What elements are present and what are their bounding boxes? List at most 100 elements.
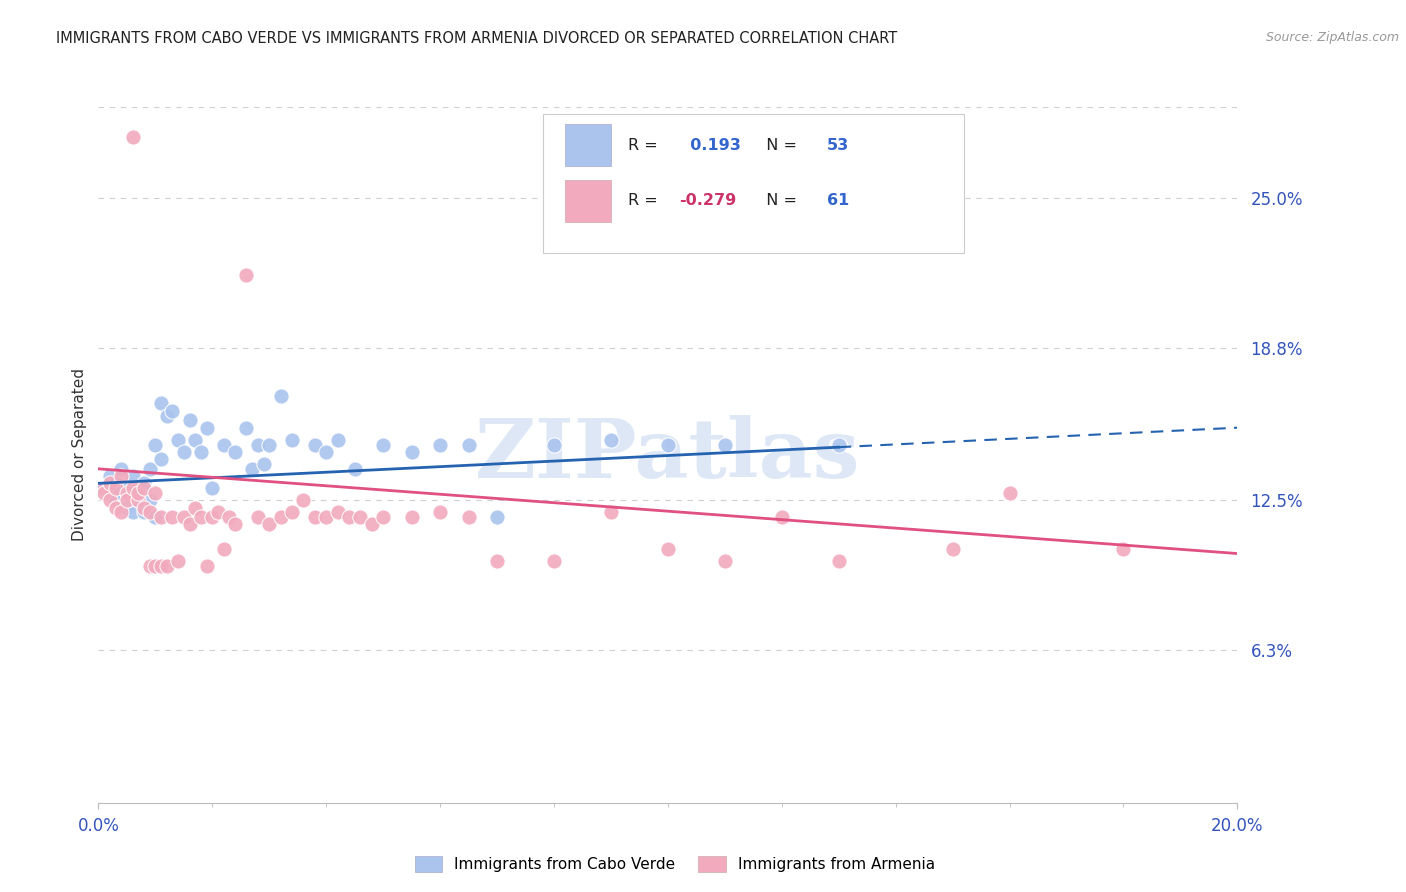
Point xyxy=(132,500,155,515)
Text: 61: 61 xyxy=(827,194,849,209)
Point xyxy=(218,510,240,524)
Point xyxy=(281,505,304,519)
Text: R =: R = xyxy=(628,194,662,209)
Point xyxy=(138,505,160,519)
Point xyxy=(145,486,167,500)
Text: 53: 53 xyxy=(827,137,849,153)
Point xyxy=(115,486,138,500)
Point xyxy=(281,433,304,447)
Point xyxy=(121,481,143,495)
Point xyxy=(714,437,737,451)
Point xyxy=(270,510,292,524)
Point xyxy=(360,517,382,532)
Point xyxy=(132,481,155,495)
Point xyxy=(98,469,121,483)
Legend: Immigrants from Cabo Verde, Immigrants from Armenia: Immigrants from Cabo Verde, Immigrants f… xyxy=(406,848,943,880)
Point xyxy=(145,558,167,573)
Text: N =: N = xyxy=(755,137,801,153)
Point xyxy=(942,541,965,556)
Point xyxy=(326,505,349,519)
Point xyxy=(235,420,257,434)
Point xyxy=(292,493,315,508)
Point xyxy=(93,486,115,500)
FancyBboxPatch shape xyxy=(543,114,965,253)
Point xyxy=(93,481,115,495)
Point xyxy=(150,510,173,524)
Point xyxy=(156,409,179,423)
Point xyxy=(337,510,360,524)
Point xyxy=(304,437,326,451)
Point xyxy=(127,493,149,508)
Point xyxy=(121,469,143,483)
Point xyxy=(828,554,851,568)
Point xyxy=(195,420,218,434)
Point xyxy=(104,476,127,491)
Point xyxy=(373,437,395,451)
Point xyxy=(104,481,127,495)
Point xyxy=(235,268,257,283)
Point xyxy=(150,558,173,573)
Point xyxy=(179,413,201,427)
Point xyxy=(246,510,269,524)
Point xyxy=(132,505,155,519)
Point xyxy=(207,505,229,519)
Point xyxy=(486,510,509,524)
Point xyxy=(173,510,195,524)
Point xyxy=(115,500,138,515)
Point xyxy=(115,481,138,495)
Point xyxy=(138,462,160,476)
Text: Source: ZipAtlas.com: Source: ZipAtlas.com xyxy=(1265,31,1399,45)
Point xyxy=(98,476,121,491)
Text: R =: R = xyxy=(628,137,662,153)
Point xyxy=(173,445,195,459)
Point xyxy=(110,462,132,476)
Point xyxy=(457,437,479,451)
Point xyxy=(184,433,207,447)
Point xyxy=(179,517,201,532)
Point xyxy=(201,510,224,524)
Point xyxy=(184,500,207,515)
Point xyxy=(93,481,115,495)
Point xyxy=(138,493,160,508)
Point xyxy=(770,510,793,524)
Point xyxy=(543,437,565,451)
Point xyxy=(224,445,246,459)
Point xyxy=(156,558,179,573)
Point xyxy=(304,510,326,524)
Point xyxy=(121,130,143,145)
Point xyxy=(127,481,149,495)
Point xyxy=(121,505,143,519)
Point xyxy=(401,510,423,524)
Point xyxy=(127,486,149,500)
Point xyxy=(150,452,173,467)
Point xyxy=(138,558,160,573)
Point xyxy=(657,541,679,556)
Point xyxy=(326,433,349,447)
Point xyxy=(343,462,366,476)
Text: -0.279: -0.279 xyxy=(679,194,737,209)
Point xyxy=(195,558,218,573)
Point xyxy=(110,469,132,483)
Point xyxy=(167,433,190,447)
Point xyxy=(190,445,212,459)
Point xyxy=(162,510,184,524)
Point xyxy=(104,493,127,508)
Point xyxy=(1112,541,1135,556)
Point xyxy=(259,517,281,532)
Point xyxy=(998,486,1021,500)
Point xyxy=(657,437,679,451)
Point xyxy=(132,476,155,491)
Point xyxy=(127,493,149,508)
Point xyxy=(145,437,167,451)
Point xyxy=(259,437,281,451)
Point xyxy=(714,554,737,568)
Point xyxy=(315,445,337,459)
Point xyxy=(543,554,565,568)
Point xyxy=(373,510,395,524)
Text: N =: N = xyxy=(755,194,801,209)
Point xyxy=(98,486,121,500)
Point xyxy=(600,505,623,519)
Point xyxy=(349,510,371,524)
Point xyxy=(104,500,127,515)
Point xyxy=(98,493,121,508)
